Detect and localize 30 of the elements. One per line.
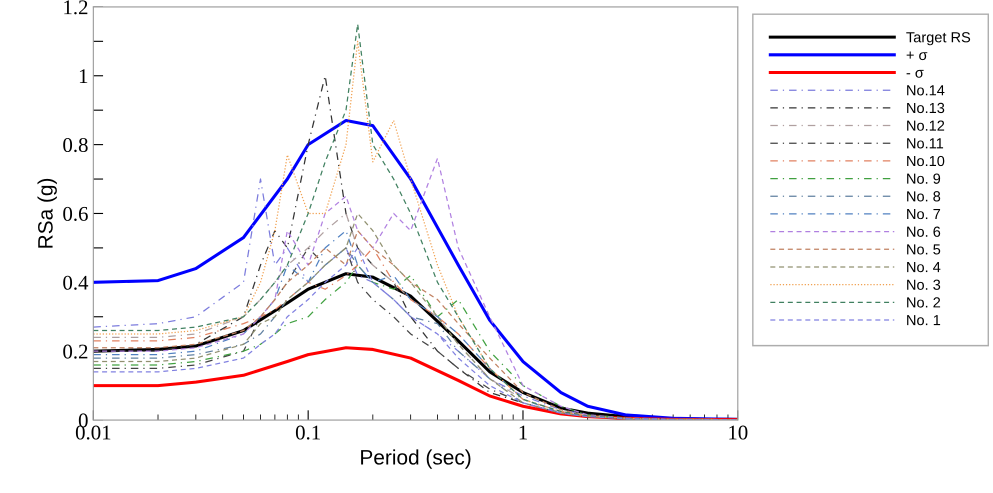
text: - σ [906, 70, 924, 78]
y-tick-label: 0.4 [63, 276, 88, 290]
x-tick-label: 10 [729, 426, 748, 440]
y-tick-label: 0.2 [63, 344, 88, 359]
text: No. 8 [907, 191, 940, 202]
x-axis-title: Period (sec) [361, 449, 470, 469]
x-tick-label: 0.1 [296, 426, 320, 440]
text: No.11 [907, 138, 944, 148]
y-tick-label: 1 [80, 69, 88, 83]
text: No. 7 [907, 209, 940, 220]
text: No.10 [907, 156, 944, 166]
x-tick-label: 0.01 [76, 426, 110, 440]
y-tick-label: 1.2 [64, 0, 88, 14]
text: No. 3 [907, 280, 940, 290]
y-tick-label: 0.6 [63, 206, 88, 221]
y-axis-title: RSa (g) [37, 178, 57, 248]
text: No.12 [907, 120, 944, 131]
x-tick-label: 1 [520, 426, 527, 440]
text: + σ [906, 52, 928, 60]
text: No. 4 [907, 262, 940, 272]
text: No. 9 [907, 174, 940, 184]
text: No. 6 [907, 226, 940, 237]
text: No. 1 [907, 315, 940, 326]
text: Target RS [906, 32, 970, 46]
text: No. 5 [907, 244, 940, 255]
y-tick-label: 0.8 [63, 138, 88, 152]
text: No.14 [907, 85, 944, 96]
y-tick-label: 0 [78, 413, 88, 428]
text: No.13 [907, 102, 944, 114]
text: No. 2 [907, 297, 940, 308]
